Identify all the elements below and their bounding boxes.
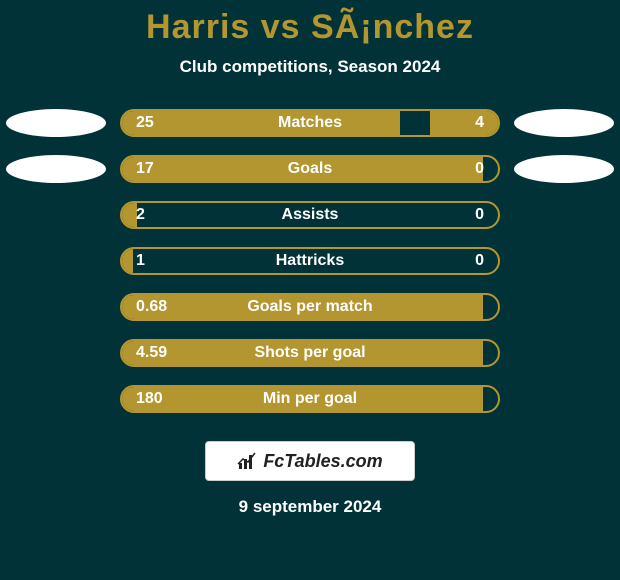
player-right-marker <box>514 155 614 183</box>
bar-content: 25Matches4 <box>122 111 498 135</box>
stat-row: 180Min per goal <box>6 385 614 413</box>
bar-content: 17Goals0 <box>122 157 498 181</box>
date-text: 9 september 2024 <box>0 497 620 517</box>
stat-row: 0.68Goals per match <box>6 293 614 321</box>
player-left-marker <box>6 109 106 137</box>
stat-row: 25Matches4 <box>6 109 614 137</box>
bar-content: 0.68Goals per match <box>122 295 498 319</box>
stat-label: Goals <box>186 160 434 178</box>
stat-bar: 1Hattricks0 <box>120 247 500 275</box>
value-right: 0 <box>434 206 484 224</box>
site-logo-badge: FcTables.com <box>205 441 415 481</box>
stat-bar: 17Goals0 <box>120 155 500 183</box>
stat-row: 2Assists0 <box>6 201 614 229</box>
stat-label: Hattricks <box>186 252 434 270</box>
bar-content: 2Assists0 <box>122 203 498 227</box>
spacer <box>514 385 614 413</box>
stat-label: Matches <box>186 114 434 132</box>
spacer <box>514 293 614 321</box>
logo-text: FcTables.com <box>263 451 382 472</box>
spacer <box>6 339 106 367</box>
stat-label: Assists <box>186 206 434 224</box>
value-left: 2 <box>136 206 186 224</box>
value-left: 1 <box>136 252 186 270</box>
value-left: 0.68 <box>136 298 186 316</box>
value-right: 4 <box>434 114 484 132</box>
value-left: 17 <box>136 160 186 178</box>
value-right: 0 <box>434 252 484 270</box>
spacer <box>6 385 106 413</box>
stat-label: Shots per goal <box>186 344 434 362</box>
spacer <box>514 201 614 229</box>
value-left: 180 <box>136 390 186 408</box>
stat-label: Goals per match <box>186 298 434 316</box>
player-right-marker <box>514 109 614 137</box>
subtitle: Club competitions, Season 2024 <box>0 57 620 77</box>
stat-bar: 180Min per goal <box>120 385 500 413</box>
page-title: Harris vs SÃ¡nchez <box>0 8 620 47</box>
stat-row: 17Goals0 <box>6 155 614 183</box>
stat-bar: 2Assists0 <box>120 201 500 229</box>
value-left: 4.59 <box>136 344 186 362</box>
stat-bar: 0.68Goals per match <box>120 293 500 321</box>
spacer <box>514 339 614 367</box>
spacer <box>6 247 106 275</box>
spacer <box>6 293 106 321</box>
spacer <box>514 247 614 275</box>
bar-content: 4.59Shots per goal <box>122 341 498 365</box>
stat-bar: 4.59Shots per goal <box>120 339 500 367</box>
bar-content: 180Min per goal <box>122 387 498 411</box>
stat-rows: 25Matches417Goals02Assists01Hattricks00.… <box>0 109 620 413</box>
comparison-card: Harris vs SÃ¡nchez Club competitions, Se… <box>0 0 620 580</box>
stat-row: 4.59Shots per goal <box>6 339 614 367</box>
chart-icon <box>237 451 257 471</box>
stat-label: Min per goal <box>186 390 434 408</box>
value-right: 0 <box>434 160 484 178</box>
bar-content: 1Hattricks0 <box>122 249 498 273</box>
stat-row: 1Hattricks0 <box>6 247 614 275</box>
spacer <box>6 201 106 229</box>
value-left: 25 <box>136 114 186 132</box>
player-left-marker <box>6 155 106 183</box>
stat-bar: 25Matches4 <box>120 109 500 137</box>
